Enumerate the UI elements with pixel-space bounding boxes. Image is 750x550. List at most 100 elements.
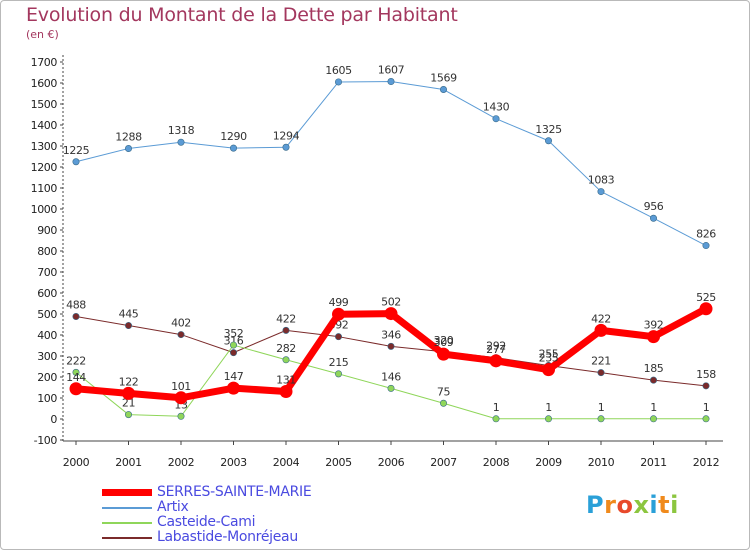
- data-point-casteide-cami: [544, 415, 552, 423]
- data-label-serres-sainte-marie: 235: [539, 352, 559, 365]
- data-label-artix: 1083: [588, 174, 615, 187]
- data-point-artix: [387, 78, 395, 86]
- data-point-artix: [125, 145, 133, 153]
- data-label-serres-sainte-marie: 422: [591, 312, 611, 325]
- data-label-artix: 826: [696, 228, 716, 241]
- data-point-artix: [597, 188, 605, 196]
- data-label-artix: 1318: [168, 124, 195, 137]
- data-label-labastide-monr-jeau: 346: [381, 328, 401, 341]
- data-label-artix: 956: [644, 200, 664, 213]
- y-tick-label: 600: [37, 287, 57, 300]
- x-tick-label: 2008: [483, 456, 510, 469]
- data-point-artix: [702, 242, 710, 250]
- data-label-labastide-monr-jeau: 316: [224, 335, 244, 348]
- data-point-artix: [649, 214, 657, 222]
- data-label-casteide-cami: 21: [122, 397, 135, 410]
- legend-item-casteide-cami: Casteide-Cami: [102, 515, 311, 530]
- data-point-casteide-cami: [282, 356, 290, 364]
- data-point-casteide-cami: [334, 370, 342, 378]
- data-label-artix: 1225: [63, 144, 90, 157]
- data-point-labastide-monr-jeau: [702, 382, 710, 390]
- data-point-casteide-cami: [387, 384, 395, 392]
- x-tick-label: 2011: [640, 456, 666, 469]
- legend-label-casteide-cami: Casteide-Cami: [157, 514, 256, 530]
- proxiti-logo: Proxiti: [586, 491, 679, 519]
- data-point-casteide-cami: [597, 415, 605, 423]
- legend-item-labastide-monrejeau: Labastide-Monréjeau: [102, 530, 311, 545]
- data-point-labastide-monr-jeau: [125, 322, 133, 330]
- y-tick-label: 1300: [31, 140, 58, 153]
- legend-label-labastide-monrejeau: Labastide-Monréjeau: [157, 529, 298, 545]
- data-label-artix: 1288: [115, 131, 142, 144]
- data-point-casteide-cami: [125, 411, 133, 419]
- y-tick-label: 200: [37, 371, 57, 384]
- y-tick-label: 800: [37, 245, 57, 258]
- data-point-serres-sainte-marie: [122, 386, 135, 400]
- logo-letter: i: [649, 491, 659, 519]
- data-point-serres-sainte-marie: [489, 354, 503, 368]
- data-label-artix: 1430: [483, 101, 510, 114]
- data-label-labastide-monr-jeau: 221: [591, 355, 611, 368]
- data-label-casteide-cami: 352: [224, 327, 244, 340]
- data-label-labastide-monr-jeau: 488: [66, 299, 86, 312]
- y-tick-label: -100: [34, 434, 58, 447]
- data-point-labastide-monr-jeau: [282, 326, 290, 334]
- y-tick-label: 500: [37, 308, 57, 321]
- legend-swatch-artix: [102, 506, 152, 509]
- data-label-serres-sainte-marie: 131: [276, 373, 296, 386]
- data-point-serres-sainte-marie: [174, 391, 188, 405]
- data-label-serres-sainte-marie: 392: [644, 319, 664, 332]
- data-point-artix: [177, 138, 185, 146]
- x-tick-label: 2004: [273, 456, 300, 469]
- data-point-serres-sainte-marie: [69, 382, 83, 396]
- legend-swatch-labastide-monrejeau: [102, 536, 152, 539]
- data-label-serres-sainte-marie: 525: [696, 291, 716, 304]
- data-label-casteide-cami: 1: [493, 401, 500, 414]
- y-tick-label: 1000: [31, 203, 58, 216]
- data-label-serres-sainte-marie: 309: [434, 336, 454, 349]
- data-label-labastide-monr-jeau: 445: [119, 308, 139, 321]
- data-point-serres-sainte-marie: [384, 307, 398, 321]
- x-tick-label: 2009: [535, 456, 562, 469]
- data-point-labastide-monr-jeau: [72, 313, 80, 321]
- data-label-artix: 1605: [325, 64, 352, 77]
- data-label-casteide-cami: 1: [703, 401, 710, 414]
- data-point-serres-sainte-marie: [227, 381, 240, 395]
- y-tick-label: 400: [37, 329, 57, 342]
- data-point-serres-sainte-marie: [332, 307, 345, 321]
- data-label-casteide-cami: 222: [66, 354, 86, 367]
- data-label-artix: 1294: [273, 129, 300, 142]
- data-label-casteide-cami: 1: [598, 401, 605, 414]
- data-label-artix: 1569: [430, 72, 457, 85]
- data-label-artix: 1607: [378, 64, 405, 77]
- data-label-serres-sainte-marie: 101: [171, 380, 191, 393]
- data-point-casteide-cami: [492, 415, 500, 423]
- legend-item-artix: Artix: [102, 500, 311, 515]
- data-point-casteide-cami: [230, 341, 238, 349]
- data-point-labastide-monr-jeau: [597, 369, 605, 377]
- data-point-serres-sainte-marie: [279, 384, 293, 398]
- chart-title: Evolution du Montant de la Dette par Hab…: [26, 4, 458, 26]
- data-label-serres-sainte-marie: 144: [66, 371, 86, 384]
- data-label-serres-sainte-marie: 122: [119, 375, 139, 388]
- data-point-serres-sainte-marie: [437, 347, 450, 361]
- data-label-labastide-monr-jeau: 185: [644, 362, 664, 375]
- data-label-casteide-cami: 1: [545, 401, 552, 414]
- logo-letter: t: [658, 491, 671, 519]
- data-label-artix: 1290: [220, 130, 247, 143]
- data-point-serres-sainte-marie: [647, 330, 660, 344]
- y-tick-label: 700: [37, 266, 57, 279]
- data-point-artix: [439, 86, 447, 94]
- legend: SERRES-SAINTE-MARIE Artix Casteide-Cami …: [102, 485, 312, 545]
- data-label-labastide-monr-jeau: 292: [486, 340, 506, 353]
- y-tick-label: 1700: [31, 56, 58, 69]
- logo-letter: o: [616, 491, 634, 519]
- data-label-casteide-cami: 75: [437, 385, 451, 398]
- logo-letter: P: [586, 491, 605, 519]
- data-label-labastide-monr-jeau: 402: [171, 317, 191, 330]
- data-label-casteide-cami: 146: [381, 370, 401, 383]
- x-tick-label: 2012: [693, 456, 719, 469]
- y-tick-label: 100: [37, 392, 57, 405]
